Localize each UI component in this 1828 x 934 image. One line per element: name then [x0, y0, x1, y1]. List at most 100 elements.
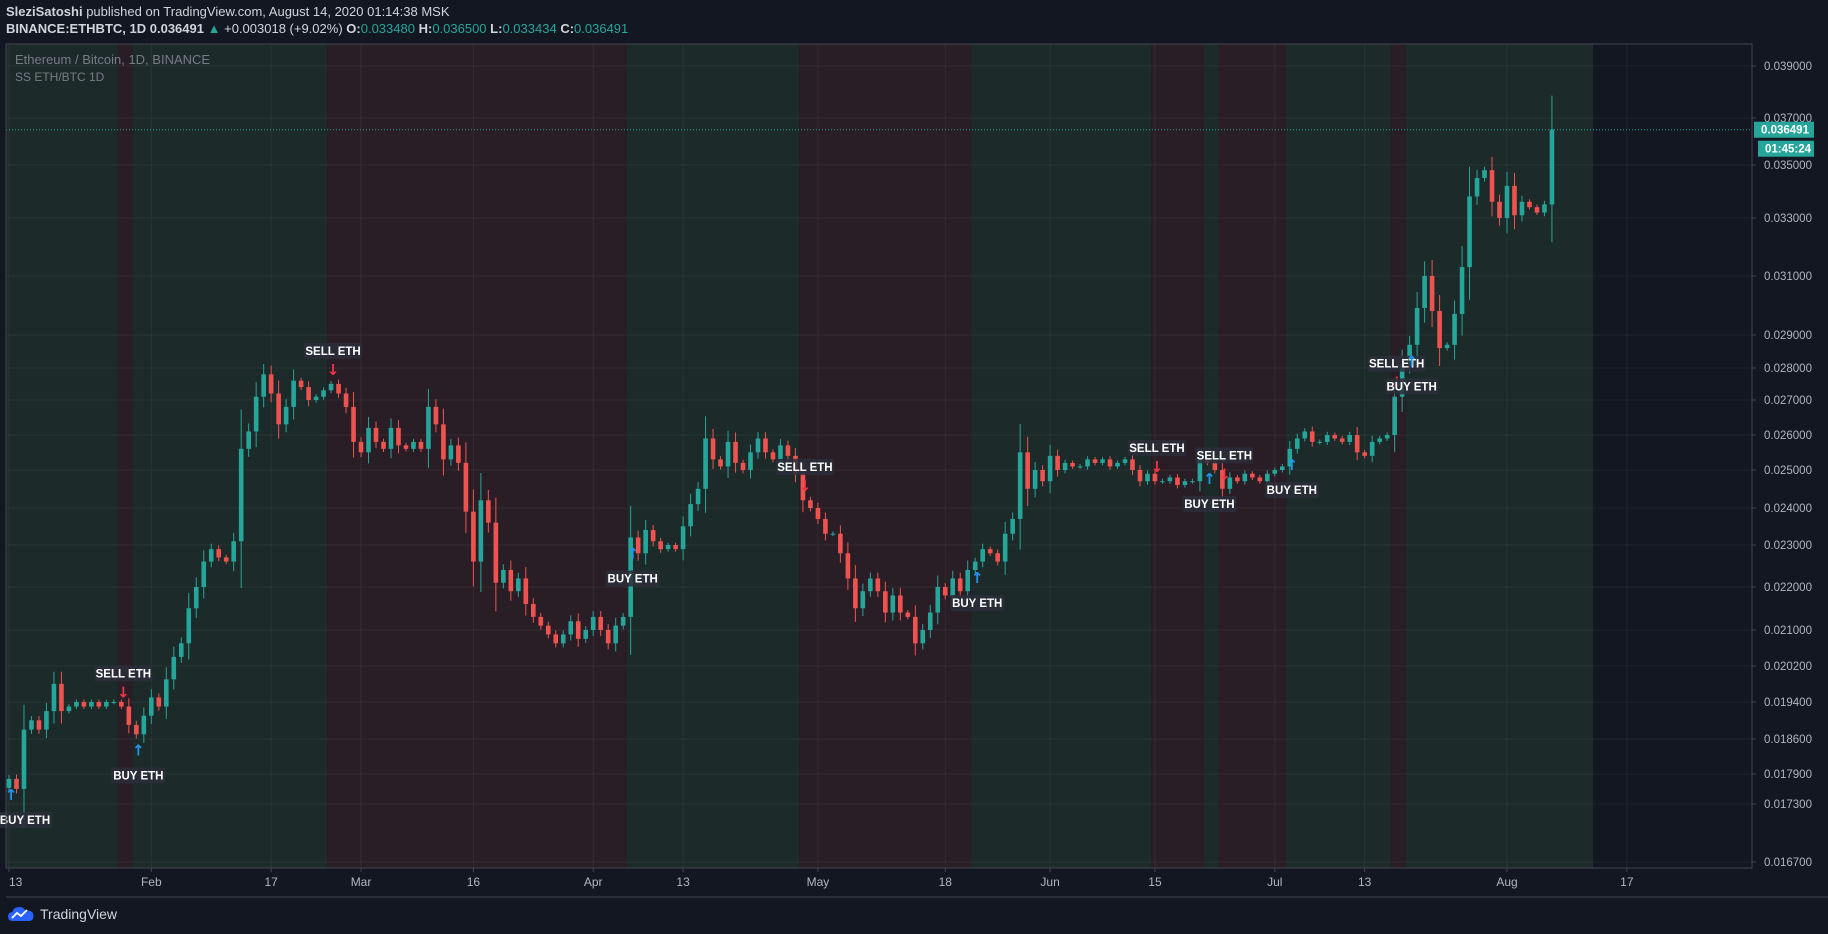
y-tick-label: 0.025000	[1764, 465, 1812, 477]
candle-body	[486, 500, 491, 523]
candle	[1175, 474, 1180, 489]
candle	[74, 699, 79, 709]
buy-signal[interactable]: ↑ BUY ETH	[1264, 456, 1319, 499]
candle	[1549, 95, 1555, 243]
publish-line: SleziSatoshi published on TradingView.co…	[6, 4, 450, 19]
candle-body	[418, 441, 424, 449]
x-tick-label: Jun	[1040, 875, 1059, 889]
buy-signal[interactable]: ↑ BUY ETH	[0, 786, 52, 828]
candle-body	[298, 380, 304, 388]
buy-signal[interactable]: ↑ BUY ETH	[605, 544, 660, 587]
x-axis[interactable]: 13 Feb 17 Mar 16 Apr 13 May 18 Jun 15 Jul 13 Aug 17	[8, 868, 1634, 889]
candle-body	[575, 621, 581, 639]
candle-body	[1407, 344, 1412, 365]
candle	[1115, 460, 1120, 469]
candle	[575, 613, 581, 647]
candle	[568, 615, 574, 641]
candle-body	[1182, 481, 1188, 486]
candle	[1250, 471, 1255, 480]
candle	[545, 621, 551, 639]
sell-signal[interactable]: ↓ SELL ETH	[94, 665, 153, 702]
y-tick-label: 0.021000	[1764, 625, 1812, 637]
candle-body	[695, 488, 701, 505]
candle	[1257, 474, 1263, 484]
candle-body	[1070, 462, 1075, 467]
sell-signal[interactable]: ↓ SELL ETH	[1127, 439, 1186, 476]
ohlc-line: BINANCE:ETHBTC, 1D 0.036491 ▲ +0.003018 …	[6, 21, 628, 36]
signal-zone-bear	[117, 44, 133, 868]
candle-body	[1265, 473, 1270, 482]
sell-signal[interactable]: ↓ SELL ETH	[775, 458, 834, 495]
candle	[650, 525, 656, 547]
countdown-tag	[1758, 140, 1814, 157]
candle	[276, 380, 281, 439]
candle	[560, 630, 566, 648]
sell-arrow-icon: ↓	[1151, 458, 1164, 476]
candle	[1062, 459, 1068, 474]
candle	[688, 493, 693, 537]
candle	[193, 577, 199, 618]
candle-body	[800, 473, 806, 501]
buy-signal[interactable]: ↑ BUY ETH	[1182, 470, 1237, 513]
candle-body	[96, 702, 102, 707]
candle-body	[823, 518, 828, 534]
candle	[366, 416, 371, 464]
candle	[1339, 436, 1345, 445]
candle-body	[748, 452, 753, 470]
sell-signal[interactable]: ↓ SELL ETH	[1195, 447, 1254, 483]
candle	[860, 583, 866, 617]
candle-body	[508, 569, 514, 592]
sell-arrow-icon: ↓	[327, 361, 340, 379]
candle-body	[531, 603, 536, 617]
candle	[1190, 478, 1195, 484]
candle	[1077, 464, 1083, 469]
candle-body	[942, 587, 948, 596]
candle	[538, 612, 544, 630]
candle	[1280, 464, 1285, 473]
buy-signal[interactable]: ↑ BUY ETH	[1384, 352, 1439, 395]
candle	[1002, 522, 1008, 575]
candle-body	[1272, 470, 1278, 474]
buy-arrow-icon: ↑	[1405, 352, 1418, 370]
candle	[1519, 195, 1525, 222]
candle-body	[141, 715, 147, 735]
author-name[interactable]: SleziSatoshi	[6, 4, 83, 19]
candle	[912, 605, 918, 656]
candle	[725, 430, 731, 479]
y-tick-label: 0.016700	[1764, 857, 1812, 869]
candle	[658, 537, 663, 553]
y-axis[interactable]: 0.0390000.0370000.0350000.0330000.031000…	[1752, 61, 1814, 869]
candle-body	[201, 561, 207, 587]
candle	[1137, 465, 1143, 487]
candle-body	[620, 616, 626, 626]
candle-body	[883, 591, 888, 613]
candle-body	[1250, 473, 1255, 478]
candle-body	[1227, 477, 1233, 489]
last-price-tag	[1754, 121, 1814, 138]
candle-body	[658, 541, 663, 550]
tradingview-brand: TradingView	[40, 906, 118, 922]
signal-zone-bull	[1286, 44, 1391, 868]
candle-body	[1384, 435, 1390, 439]
tradingview-logo[interactable]: TradingView	[8, 906, 117, 922]
y-tick-label: 0.017300	[1764, 799, 1812, 811]
candle-body	[238, 448, 244, 542]
candle	[471, 489, 476, 587]
candle	[111, 699, 117, 705]
buy-signal[interactable]: ↑ BUY ETH	[111, 741, 166, 784]
candle-body	[1422, 276, 1427, 308]
candle-body	[1317, 441, 1323, 443]
low-label: L:	[490, 21, 503, 36]
candle-body	[1377, 438, 1382, 442]
symbol-title[interactable]: Ethereum / Bitcoin, 1D, BINANCE	[15, 52, 211, 67]
indicator-title[interactable]: SS ETH/BTC 1D	[15, 70, 105, 84]
tradingview-cloud-icon	[8, 907, 34, 921]
buy-signal[interactable]: ↑ BUY ETH	[950, 569, 1005, 612]
signal-label: SELL ETH	[777, 462, 832, 474]
y-tick-label: 0.018600	[1764, 734, 1812, 746]
sell-signal[interactable]: ↓ SELL ETH	[304, 342, 363, 379]
signal-label-bg	[1367, 355, 1426, 372]
candle	[987, 546, 993, 556]
price-chart[interactable]: ↑BUY ETH↓SELL ETH↑BUY ETH↓SELL ETH↑BUY E…	[0, 0, 1828, 900]
candle	[1294, 433, 1300, 454]
